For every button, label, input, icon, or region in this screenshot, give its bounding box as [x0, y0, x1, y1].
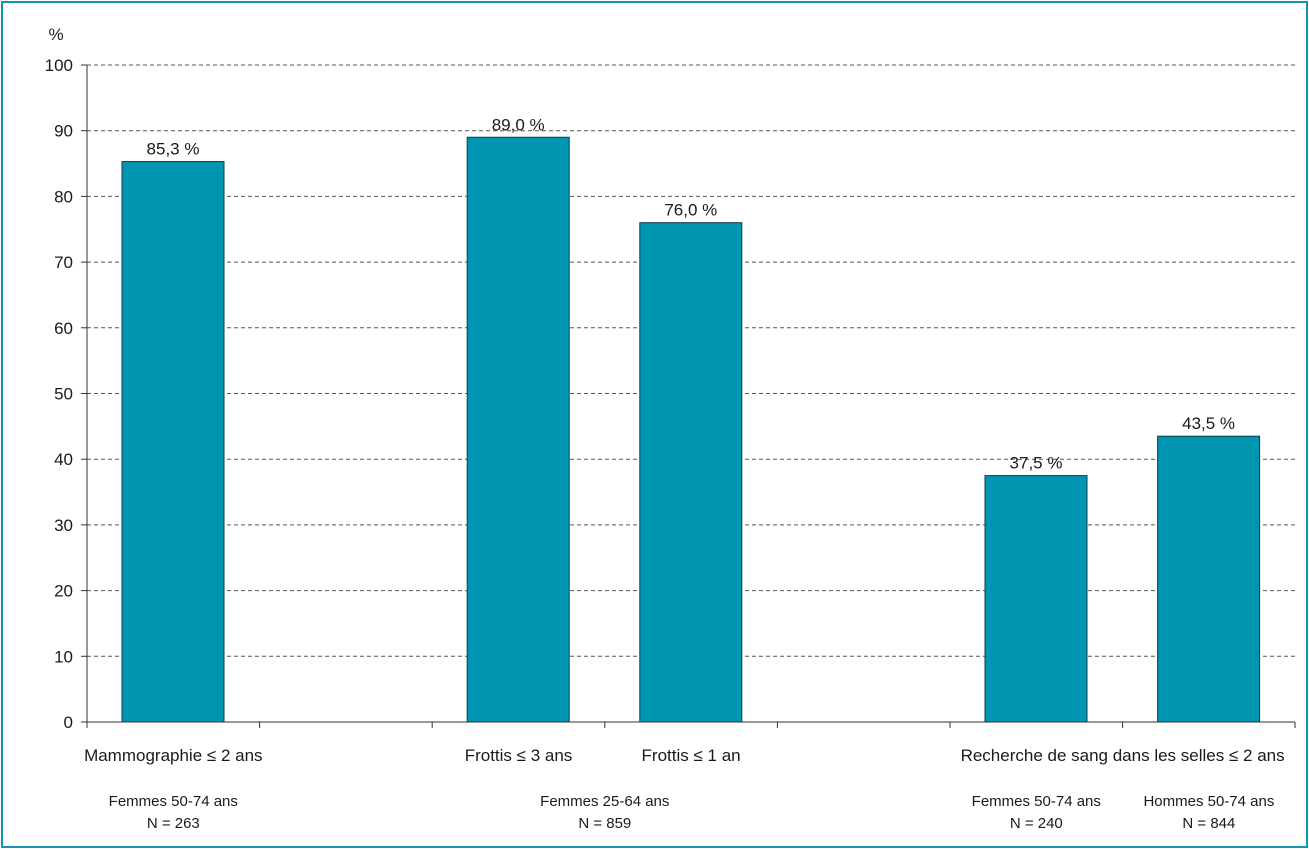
y-tick-label: 50: [54, 385, 73, 404]
bar-value-label: 43,5 %: [1182, 414, 1235, 433]
group-sample-size-label: N = 859: [578, 815, 631, 832]
category-label: Frottis ≤ 3 ans: [465, 746, 573, 765]
group-population-label: Femmes 25-64 ans: [540, 793, 669, 810]
y-tick-label: 0: [64, 713, 73, 732]
bars: [121, 136, 1261, 723]
y-tick-label: 100: [45, 56, 73, 75]
labels: 0 10 20 30 40 50 60 70 80 90 100 85,3 % 89,0 % 76,0 %…: [45, 56, 1285, 832]
category-label: Recherche de sang dans les selles ≤ 2 an…: [961, 746, 1285, 765]
bar: [639, 222, 743, 723]
bar: [984, 475, 1088, 723]
axes: [81, 64, 1296, 728]
bar-value-label: 37,5 %: [1010, 454, 1063, 473]
category-label: Frottis ≤ 1 an: [642, 746, 741, 765]
bar-value-label: 85,3 %: [147, 140, 200, 159]
group-population-label: Femmes 50-74 ans: [109, 793, 238, 810]
bar: [121, 161, 225, 723]
group-sample-size-label: N = 240: [1010, 815, 1063, 832]
y-tick-label: 60: [54, 319, 73, 338]
category-label: Mammographie ≤ 2 ans: [84, 746, 262, 765]
y-axis-unit-label: %: [48, 25, 63, 44]
bar: [1157, 435, 1261, 723]
bar-value-label: 89,0 %: [492, 115, 545, 134]
y-tick-label: 90: [54, 122, 73, 141]
group-sample-size-label: N = 844: [1182, 815, 1235, 832]
y-tick-label: 10: [54, 647, 73, 666]
bar: [466, 136, 570, 723]
y-tick-label: 20: [54, 582, 73, 601]
y-tick-label: 30: [54, 516, 73, 535]
y-tick-label: 80: [54, 187, 73, 206]
group-sample-size-label: N = 263: [147, 815, 200, 832]
y-tick-label: 40: [54, 450, 73, 469]
y-tick-label: 70: [54, 253, 73, 272]
bar-value-label: 76,0 %: [664, 201, 717, 220]
group-population-label: Hommes 50-74 ans: [1143, 793, 1274, 810]
group-population-label: Femmes 50-74 ans: [972, 793, 1101, 810]
